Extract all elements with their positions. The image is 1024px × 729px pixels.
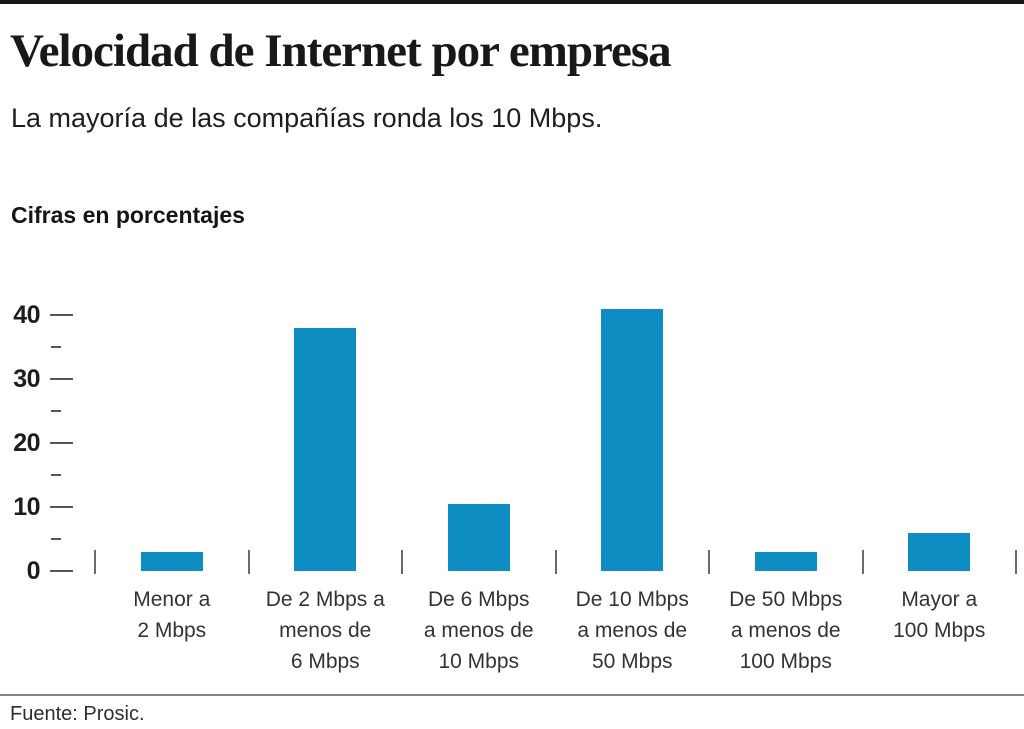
bar-2 <box>294 327 357 571</box>
bar-slot-4 <box>556 289 710 571</box>
bar-5 <box>754 551 817 571</box>
y-tick-mark <box>51 538 61 540</box>
footer-divider <box>0 694 1024 696</box>
x-axis-tick <box>861 550 864 574</box>
x-axis-labels: Menor a 2 Mbps De 2 Mbps a menos de 6 Mbp… <box>95 584 1016 677</box>
page-title: Velocidad de Internet por empresa <box>10 25 672 77</box>
bar-6 <box>908 532 971 571</box>
bar-slot-6 <box>863 289 1017 571</box>
y-tick-mark <box>50 506 73 508</box>
x-axis-tick <box>1015 550 1017 574</box>
y-tick-label: 0 <box>26 557 41 585</box>
y-tick-label: 30 <box>13 365 40 393</box>
bar-slot-2 <box>249 289 403 571</box>
x-label-4: De 10 Mbps a menos de 50 Mbps <box>575 588 689 673</box>
y-axis: 0 10 20 30 40 <box>0 289 95 585</box>
y-tick-label: 40 <box>13 301 40 329</box>
y-tick-mark <box>50 570 73 572</box>
units-note: Cifras en porcentajes <box>11 202 245 228</box>
chart-subtitle: La mayoría de las compañías ronda los 10… <box>11 103 603 133</box>
x-label-2: De 2 Mbps a menos de 6 Mbps <box>265 588 385 673</box>
x-label-1: Menor a 2 Mbps <box>133 588 211 642</box>
y-tick-label: 20 <box>13 429 40 457</box>
x-label-3: De 6 Mbps a menos de 10 Mbps <box>423 588 534 673</box>
y-tick-mark <box>50 314 73 316</box>
x-label-5: De 50 Mbps a menos de 100 Mbps <box>729 588 843 673</box>
x-axis-tick <box>247 550 250 574</box>
y-tick-mark <box>51 410 61 412</box>
bar-slot-3 <box>402 289 556 571</box>
bar-slot-5 <box>709 289 863 571</box>
source-note: Fuente: Prosic. <box>10 703 145 725</box>
y-tick-mark <box>50 442 73 444</box>
y-tick-mark <box>51 474 61 476</box>
bar-slot-1 <box>95 289 249 571</box>
plot-area <box>94 289 1017 574</box>
bar-4 <box>601 308 664 571</box>
bar-chart: 0 10 20 30 40 <box>0 289 1024 585</box>
y-tick-mark <box>50 378 73 380</box>
top-accent-bar <box>0 0 1024 4</box>
x-axis-tick <box>708 550 710 574</box>
bar-1 <box>140 551 203 571</box>
y-tick-label: 10 <box>13 493 40 521</box>
y-tick-mark <box>51 346 61 348</box>
x-axis-tick <box>554 550 557 574</box>
x-axis-tick <box>401 550 403 574</box>
bar-3 <box>447 503 510 571</box>
x-label-6: Mayor a 100 Mbps <box>893 588 986 642</box>
x-axis-tick <box>94 550 96 574</box>
